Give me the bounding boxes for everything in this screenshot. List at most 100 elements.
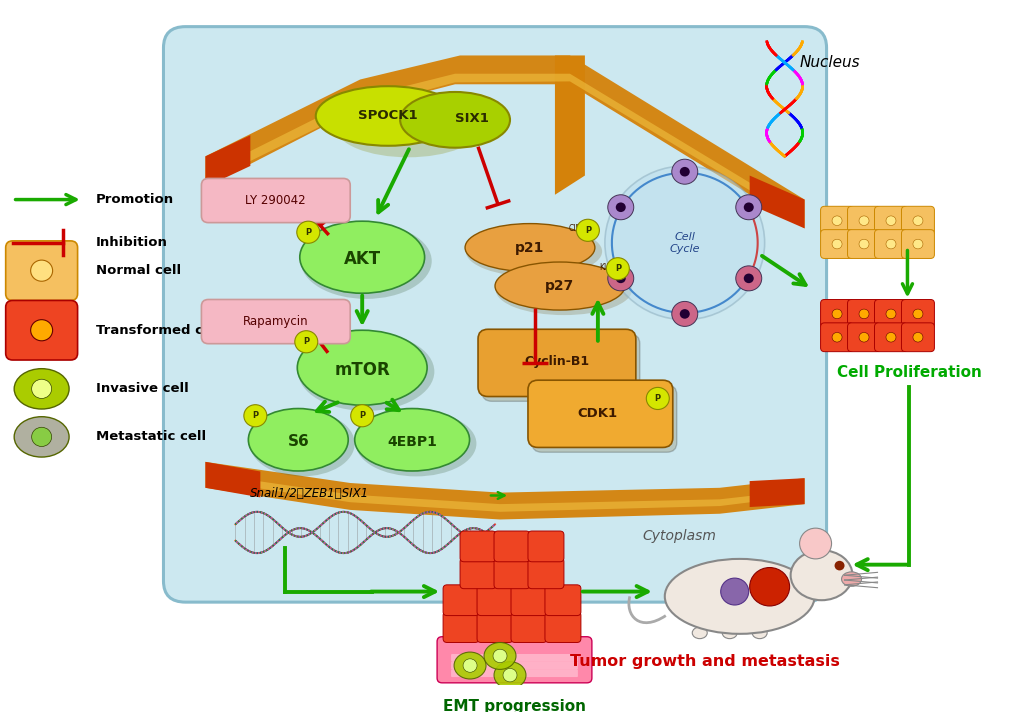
Circle shape (604, 166, 764, 320)
FancyBboxPatch shape (450, 654, 578, 661)
FancyBboxPatch shape (847, 230, 879, 258)
FancyBboxPatch shape (873, 230, 907, 258)
Circle shape (32, 379, 52, 399)
FancyBboxPatch shape (528, 558, 564, 589)
Text: Cell
Cycle: Cell Cycle (668, 232, 699, 253)
Circle shape (615, 273, 625, 283)
FancyBboxPatch shape (460, 531, 495, 562)
Circle shape (615, 202, 625, 212)
Circle shape (799, 528, 830, 559)
Ellipse shape (301, 224, 431, 299)
Ellipse shape (300, 221, 424, 293)
FancyBboxPatch shape (901, 230, 933, 258)
Circle shape (749, 567, 789, 606)
Ellipse shape (297, 330, 427, 405)
FancyBboxPatch shape (6, 300, 77, 360)
FancyBboxPatch shape (460, 558, 495, 589)
Ellipse shape (493, 661, 526, 689)
Ellipse shape (250, 411, 355, 476)
Text: P: P (303, 337, 309, 346)
Text: Cell Proliferation: Cell Proliferation (837, 365, 981, 380)
Circle shape (886, 309, 895, 319)
Ellipse shape (484, 642, 516, 669)
Text: Transformed cell: Transformed cell (96, 324, 220, 337)
Ellipse shape (335, 98, 480, 157)
Text: p27: p27 (545, 279, 574, 293)
Circle shape (607, 266, 633, 290)
FancyBboxPatch shape (847, 206, 879, 235)
Circle shape (735, 195, 761, 220)
Ellipse shape (14, 369, 69, 409)
Circle shape (297, 221, 319, 244)
Text: S6: S6 (287, 434, 309, 449)
Ellipse shape (466, 226, 601, 277)
FancyBboxPatch shape (873, 300, 907, 328)
Text: CDK1: CDK1 (577, 407, 618, 420)
Text: Promotion: Promotion (96, 193, 173, 206)
Polygon shape (205, 462, 260, 498)
Polygon shape (749, 176, 804, 229)
Ellipse shape (664, 559, 814, 634)
Ellipse shape (692, 627, 706, 639)
Circle shape (646, 387, 668, 409)
FancyBboxPatch shape (901, 323, 933, 352)
FancyBboxPatch shape (544, 612, 581, 642)
Text: AKT: AKT (343, 250, 380, 268)
Circle shape (463, 659, 477, 672)
Ellipse shape (841, 572, 861, 586)
Circle shape (679, 167, 689, 177)
Circle shape (679, 309, 689, 319)
FancyBboxPatch shape (819, 206, 853, 235)
Circle shape (886, 216, 895, 226)
Text: CIP1: CIP1 (569, 224, 585, 234)
Ellipse shape (316, 86, 461, 146)
Text: Cytoplasm: Cytoplasm (642, 529, 716, 543)
FancyBboxPatch shape (819, 300, 853, 328)
Circle shape (912, 333, 922, 342)
Circle shape (912, 309, 922, 319)
Text: Metastatic cell: Metastatic cell (96, 430, 206, 444)
Text: EMT progression: EMT progression (443, 699, 586, 712)
Circle shape (743, 202, 753, 212)
Polygon shape (205, 135, 250, 187)
FancyBboxPatch shape (511, 612, 546, 642)
Circle shape (31, 320, 53, 341)
FancyBboxPatch shape (873, 323, 907, 352)
Text: P: P (359, 412, 365, 420)
Circle shape (858, 239, 868, 249)
FancyBboxPatch shape (478, 329, 635, 397)
Text: p21: p21 (515, 241, 544, 255)
FancyBboxPatch shape (532, 385, 677, 452)
Circle shape (672, 301, 697, 326)
Circle shape (672, 159, 697, 184)
Text: Nucleus: Nucleus (799, 56, 859, 70)
FancyBboxPatch shape (819, 230, 853, 258)
FancyBboxPatch shape (450, 669, 578, 677)
Circle shape (605, 258, 629, 280)
Circle shape (735, 266, 761, 290)
Circle shape (607, 195, 633, 220)
FancyBboxPatch shape (201, 179, 350, 223)
Text: P: P (584, 226, 590, 235)
Text: Snail1/2、ZEB1、SIX1: Snail1/2、ZEB1、SIX1 (250, 487, 369, 501)
FancyBboxPatch shape (493, 531, 530, 562)
FancyBboxPatch shape (528, 380, 673, 447)
Circle shape (858, 216, 868, 226)
Circle shape (31, 260, 53, 281)
Text: Cyclin-B1: Cyclin-B1 (524, 355, 589, 368)
Text: P: P (614, 264, 621, 273)
Polygon shape (554, 56, 584, 195)
FancyBboxPatch shape (873, 206, 907, 235)
Circle shape (294, 330, 318, 353)
Ellipse shape (355, 409, 469, 471)
FancyBboxPatch shape (6, 241, 77, 300)
Text: Rapamycin: Rapamycin (243, 315, 308, 328)
Ellipse shape (790, 550, 852, 600)
Ellipse shape (248, 409, 347, 471)
FancyBboxPatch shape (442, 585, 479, 616)
Text: KIP1: KIP1 (598, 263, 614, 272)
Ellipse shape (399, 92, 510, 147)
FancyBboxPatch shape (819, 323, 853, 352)
Circle shape (832, 239, 842, 249)
FancyBboxPatch shape (442, 612, 479, 642)
